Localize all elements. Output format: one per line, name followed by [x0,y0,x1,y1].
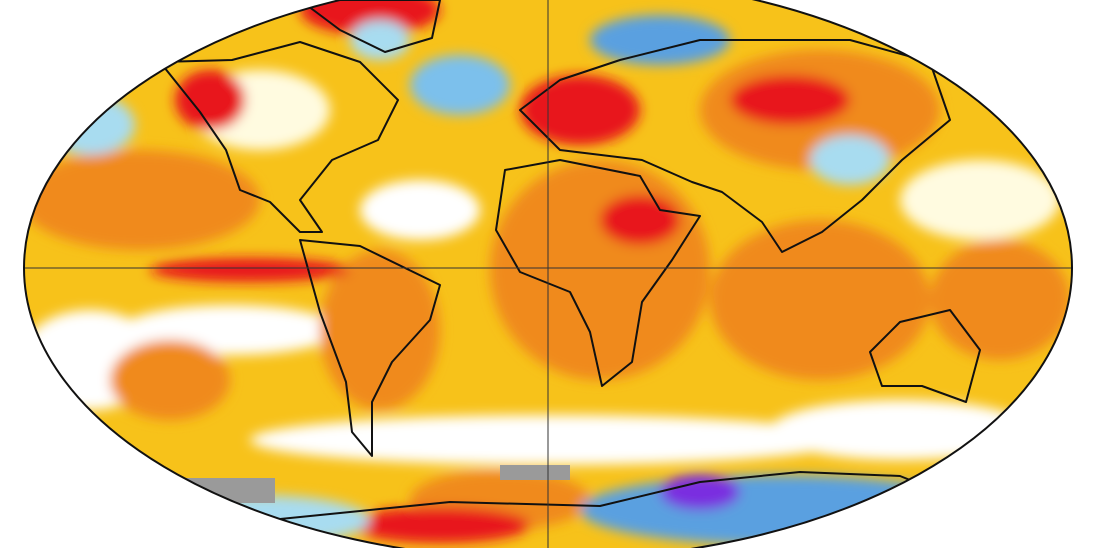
patch-neutral [900,160,1060,240]
patch-hot [600,195,680,245]
patch-hot [150,258,350,282]
patch-warm [24,150,260,250]
patch-hot [175,70,245,130]
coast-greenland [299,0,441,53]
patch-cool [410,55,510,115]
coast-north-america [159,41,399,233]
patch-very-cool [660,474,740,510]
patch-hot [730,75,850,125]
patch-hot [520,75,640,145]
coast-south-america [299,239,441,457]
coast-africa [495,159,701,387]
coast-australia [869,309,981,403]
coast-antarctica [249,471,1011,523]
patch-warm [320,250,440,410]
patch-warm [710,220,930,380]
coast-eurasia [519,39,951,253]
patch-warm [110,340,230,420]
patch-hot [350,507,530,543]
no-data [500,465,570,480]
patch-warm [490,160,710,380]
patch-cool [590,15,730,65]
patch-neutral [360,180,480,240]
patch-warm [930,240,1070,360]
patch-neutral [250,415,850,465]
patch-hot [300,0,440,35]
globe-outline [23,0,1073,548]
coastlines [159,0,1011,523]
patch-cool [810,135,890,185]
